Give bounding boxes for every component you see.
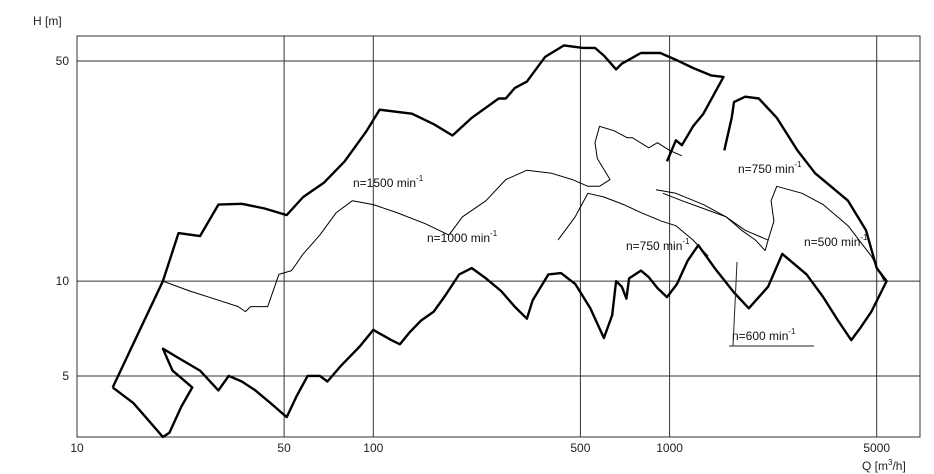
series-line-3 — [557, 192, 709, 257]
series-line-2 — [162, 125, 683, 313]
label-n750-upper: n=750 min-1 — [738, 160, 802, 176]
tick-layer: 10 50 100 500 1000 5000 5 10 50 — [56, 54, 891, 455]
series-line-0 — [111, 44, 725, 388]
label-n750-upper-text: n=750 min — [738, 162, 794, 176]
plot-frame — [76, 35, 921, 438]
series-line-1 — [111, 95, 888, 439]
series-layer — [111, 44, 888, 439]
series-line-5 — [662, 192, 769, 241]
y-tick-label: 10 — [56, 274, 70, 288]
grid — [76, 36, 920, 437]
series-line-4 — [655, 185, 885, 282]
label-n600: n=600 min-1 — [732, 327, 796, 343]
x-tick-label: 100 — [363, 441, 383, 455]
label-n1500-sup: -1 — [416, 174, 424, 183]
label-n750-lower: n=750 min-1 — [626, 237, 690, 253]
y-axis-title: H [m] — [33, 14, 62, 28]
x-tick-label: 1000 — [656, 441, 683, 455]
label-n750-upper-sup: -1 — [794, 160, 802, 169]
x-axis-title: Q [m3/h] — [862, 458, 906, 473]
x-tick-label: 50 — [277, 441, 291, 455]
label-n1500: n=1500 min-1 — [353, 174, 424, 190]
label-n500-text: n=500 min — [804, 235, 860, 249]
label-n750-lower-sup: -1 — [682, 237, 690, 246]
label-n1500-text: n=1500 min — [353, 176, 416, 190]
label-n600-sup: -1 — [788, 327, 796, 336]
x-tick-label: 10 — [70, 441, 84, 455]
y-tick-label: 5 — [62, 369, 69, 383]
label-n1000-text: n=1000 min — [427, 231, 490, 245]
x-tick-label: 500 — [570, 441, 590, 455]
x-tick-label: 5000 — [863, 441, 890, 455]
label-n500-sup: -1 — [860, 233, 868, 242]
y-tick-label: 50 — [56, 54, 70, 68]
label-n750-lower-text: n=750 min — [626, 239, 682, 253]
label-n1000-sup: -1 — [490, 229, 498, 238]
label-n600-text: n=600 min — [732, 329, 788, 343]
label-n500: n=500 min-1 — [804, 233, 868, 249]
label-n600-leader — [732, 261, 738, 347]
label-n1000: n=1000 min-1 — [427, 229, 498, 245]
